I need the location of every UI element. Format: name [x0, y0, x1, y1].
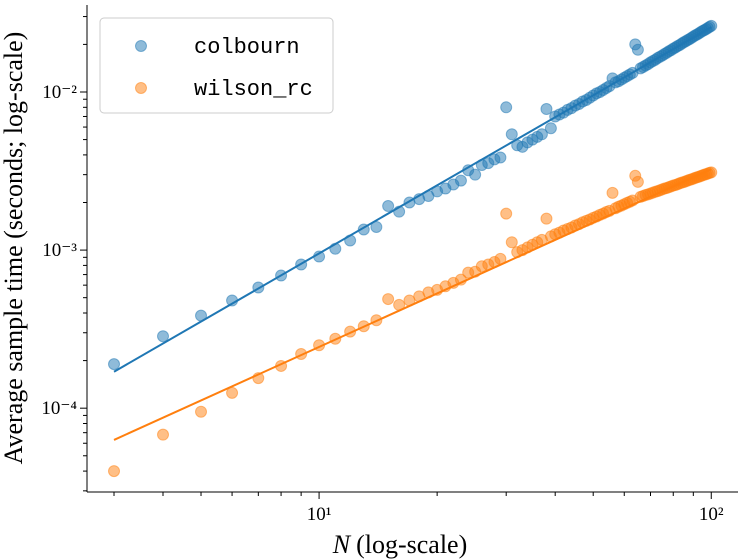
point [505, 236, 518, 249]
point [454, 174, 467, 187]
point [631, 175, 644, 188]
point [108, 358, 121, 371]
y-tick-label: 10⁻⁴ [41, 398, 77, 419]
x-axis-variable: N [332, 530, 352, 559]
x-tick-label: 10¹ [307, 504, 332, 525]
x-tick-label: 10² [699, 504, 724, 525]
point [500, 207, 513, 220]
point [382, 293, 395, 306]
point [157, 330, 170, 343]
point [705, 166, 718, 179]
x-axis-label: N (log-scale) [332, 530, 468, 559]
fit-line [113, 26, 712, 373]
legend-box [99, 17, 334, 114]
point [500, 101, 513, 114]
point [535, 128, 548, 141]
y-tick-label: 10⁻³ [42, 240, 77, 261]
point [382, 200, 395, 213]
fit-line [113, 168, 712, 441]
point [505, 128, 518, 141]
legend-label: wilson_rc [194, 77, 313, 102]
x-axis-unit: (log-scale) [356, 530, 467, 559]
y-axis-label: Average sample time (seconds; log-scale) [0, 32, 28, 465]
point [540, 212, 553, 225]
point [108, 465, 121, 478]
legend-label: colbourn [194, 35, 300, 60]
point [157, 428, 170, 441]
point [540, 103, 553, 116]
point [631, 43, 644, 56]
legend-marker [135, 40, 147, 52]
point [469, 168, 482, 181]
point [544, 122, 557, 135]
point [195, 405, 208, 418]
legend-marker [135, 82, 147, 94]
point [606, 186, 619, 199]
y-tick-label: 10⁻² [42, 82, 77, 103]
point [494, 151, 507, 164]
